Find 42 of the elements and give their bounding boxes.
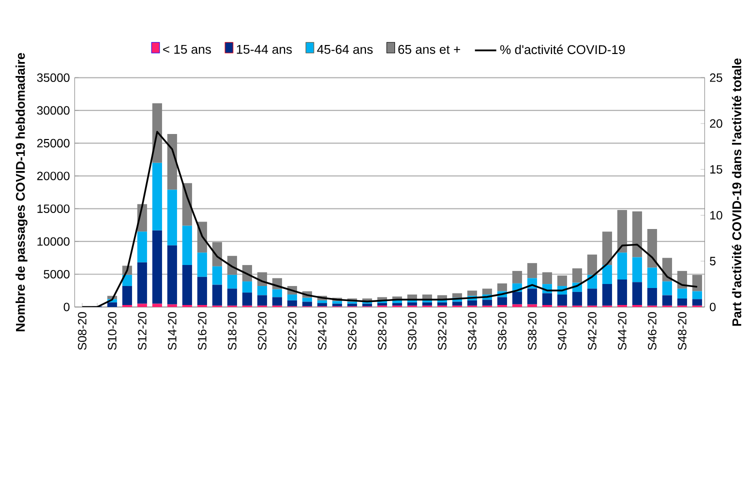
y-tick-label: 5000 <box>44 270 70 278</box>
y2-tick-label: 25 <box>710 73 722 82</box>
legend-label: < 15 ans <box>163 44 211 54</box>
x-tick-label: S20-20 <box>258 312 266 350</box>
x-tick-label: S28-20 <box>378 312 386 350</box>
y-tick-label: 25000 <box>37 138 70 148</box>
x-tick-label: S48-20 <box>678 312 686 350</box>
x-tick-label: S22-20 <box>288 312 296 350</box>
x-tick-label: S10-20 <box>108 312 116 350</box>
y-tick-label: 30000 <box>37 106 70 115</box>
legend-label: % d'activité COVID-19 <box>500 44 625 54</box>
x-tick-label: S32-20 <box>438 312 446 350</box>
x-tick-label: S46-20 <box>648 312 656 350</box>
x-tick-label: S26-20 <box>348 312 356 350</box>
x-tick-label: S38-20 <box>528 312 536 350</box>
x-tick-label: S24-20 <box>318 312 326 350</box>
x-tick-label: S36-20 <box>498 312 506 350</box>
y2-tick-label: 20 <box>710 119 722 128</box>
x-tick-label: S08-20 <box>78 312 86 350</box>
y-tick-label: 10000 <box>38 237 70 246</box>
x-tick-label: S14-20 <box>168 312 176 350</box>
x-tick-label: S34-20 <box>468 312 476 350</box>
x-tick-label: S44-20 <box>618 312 626 350</box>
y-tick-label: 15000 <box>38 204 70 213</box>
y-tick-label: 20000 <box>37 172 70 180</box>
y2-tick-label: 5 <box>710 256 716 266</box>
y2-axis-title: Part d'activité COVID-19 dans l'activité totale <box>732 58 742 326</box>
x-tick-label: S12-20 <box>138 312 146 350</box>
y-tick-label: 0 <box>64 302 70 312</box>
y-tick-label: 35000 <box>37 73 70 82</box>
x-tick-label: S30-20 <box>408 312 416 350</box>
x-tick-label: S16-20 <box>198 312 206 350</box>
y-axis-title: Nombre de passages COVID-19 hebdomadaire <box>16 53 28 332</box>
x-tick-label: S18-20 <box>228 312 236 350</box>
x-tick-label: S40-20 <box>558 312 566 350</box>
x-tick-label: S42-20 <box>588 312 596 350</box>
legend-label: 45-64 ans <box>317 44 373 54</box>
y2-tick-label: 0 <box>710 302 716 312</box>
legend-label: 65 ans et + <box>398 44 460 54</box>
legend-label: 15-44 ans <box>236 44 292 54</box>
y2-tick-label: 15 <box>710 165 722 174</box>
y2-tick-label: 10 <box>710 211 722 220</box>
